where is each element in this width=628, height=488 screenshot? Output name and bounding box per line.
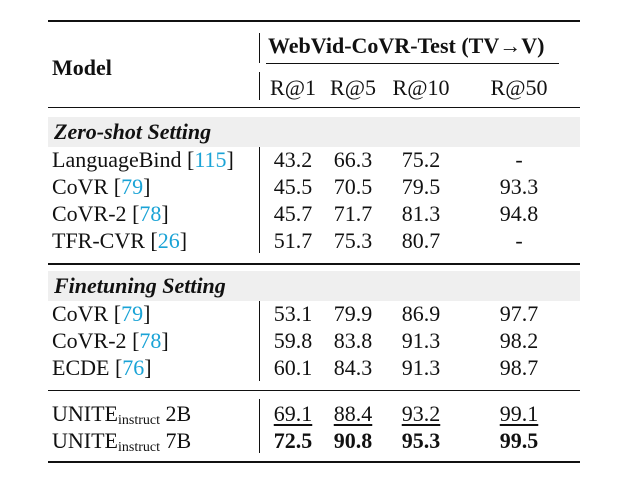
- section-title-zero-shot: Zero-shot Setting: [54, 119, 212, 144]
- value-r10: 75.2: [401, 147, 441, 172]
- value-r10: 80.7: [401, 228, 441, 253]
- value-r10: 93.2: [401, 401, 441, 426]
- benchmark-underline: [266, 63, 559, 64]
- value-r10: 86.9: [401, 301, 441, 326]
- value-r5: 83.8: [333, 328, 373, 353]
- citation-link[interactable]: 78: [139, 201, 162, 226]
- value-r1: 43.2: [273, 147, 313, 172]
- ours-divider: [259, 399, 260, 453]
- value-r50: 99.5: [499, 428, 539, 453]
- section-title-finetuning: Finetuning Setting: [54, 273, 226, 298]
- value-r50: 93.3: [499, 174, 539, 199]
- citation-link[interactable]: 76: [122, 355, 145, 380]
- metric-header-r1: R@1: [270, 75, 316, 100]
- value-r5: 75.3: [333, 228, 373, 253]
- model-name: TFR-CVR [26]: [52, 228, 188, 253]
- value-r1: 53.1: [273, 301, 313, 326]
- ours-rule: [48, 390, 580, 391]
- model-name: UNITEinstruct 7B: [52, 428, 192, 455]
- value-r10: 91.3: [401, 328, 441, 353]
- model-name: UNITEinstruct 2B: [52, 401, 192, 428]
- model-column-header: Model: [52, 55, 112, 80]
- metric-header-r5: R@5: [330, 75, 376, 100]
- header-rule: [48, 107, 580, 108]
- value-r5: 84.3: [333, 355, 373, 380]
- value-r50: 99.1: [499, 401, 539, 426]
- citation-link[interactable]: 115: [194, 147, 227, 172]
- citation-link[interactable]: 79: [121, 301, 144, 326]
- value-r50: -: [515, 147, 523, 172]
- value-r50: 98.2: [499, 328, 539, 353]
- value-r5: 79.9: [333, 301, 373, 326]
- value-r1: 69.1: [273, 401, 313, 426]
- section-rule: [48, 263, 580, 265]
- model-name: ECDE [76]: [52, 355, 152, 380]
- value-r1: 51.7: [273, 228, 313, 253]
- value-r50: 98.7: [499, 355, 539, 380]
- value-r1: 60.1: [273, 355, 313, 380]
- model-name: CoVR-2 [78]: [52, 328, 169, 353]
- value-r10: 81.3: [401, 201, 441, 226]
- citation-link[interactable]: 26: [157, 228, 180, 253]
- bottom-rule: [48, 461, 580, 463]
- value-r10: 79.5: [401, 174, 441, 199]
- model-name: LanguageBind [115]: [52, 147, 234, 172]
- section-shade-finetuning: [48, 271, 580, 301]
- citation-link[interactable]: 78: [139, 328, 162, 353]
- value-r50: -: [515, 228, 523, 253]
- zero-shot-divider: [259, 147, 260, 253]
- model-name: CoVR [79]: [52, 301, 151, 326]
- value-r1: 45.5: [273, 174, 313, 199]
- metrics-divider: [259, 72, 260, 100]
- finetuning-divider: [259, 301, 260, 381]
- model-name: CoVR [79]: [52, 174, 151, 199]
- value-r50: 94.8: [499, 201, 539, 226]
- value-r1: 59.8: [273, 328, 313, 353]
- top-rule: [48, 20, 580, 22]
- header-divider: [259, 33, 260, 63]
- model-name: CoVR-2 [78]: [52, 201, 169, 226]
- value-r5: 90.8: [333, 428, 373, 453]
- value-r50: 97.7: [499, 301, 539, 326]
- citation-link[interactable]: 79: [121, 174, 144, 199]
- value-r10: 91.3: [401, 355, 441, 380]
- value-r5: 70.5: [333, 174, 373, 199]
- value-r5: 88.4: [333, 401, 373, 426]
- metric-header-r50: R@50: [490, 75, 548, 100]
- value-r5: 66.3: [333, 147, 373, 172]
- value-r1: 45.7: [273, 201, 313, 226]
- section-shade-zero-shot: [48, 117, 580, 147]
- value-r10: 95.3: [401, 428, 441, 453]
- benchmark-header: WebVid-CoVR-Test (TV→V): [268, 33, 545, 58]
- value-r1: 72.5: [273, 428, 313, 453]
- metric-header-r10: R@10: [392, 75, 450, 100]
- value-r5: 71.7: [333, 201, 373, 226]
